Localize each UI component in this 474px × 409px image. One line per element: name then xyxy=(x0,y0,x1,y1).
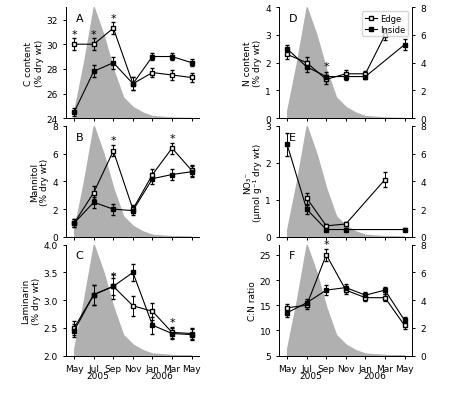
Y-axis label: N content
(% dry wt): N content (% dry wt) xyxy=(243,40,263,87)
Text: *: * xyxy=(323,62,329,72)
Legend: Edge, Inside: Edge, Inside xyxy=(362,12,408,37)
Text: *: * xyxy=(110,13,116,24)
Text: *: * xyxy=(169,317,175,327)
Text: 2005: 2005 xyxy=(299,371,322,380)
Text: F: F xyxy=(289,251,295,261)
Text: B: B xyxy=(76,132,83,142)
Text: *: * xyxy=(323,240,329,249)
Text: 2006: 2006 xyxy=(151,371,173,380)
Y-axis label: Mannitol
(% dry wt): Mannitol (% dry wt) xyxy=(30,158,49,206)
Text: *: * xyxy=(110,136,116,146)
Text: *: * xyxy=(169,133,175,143)
Text: 2006: 2006 xyxy=(364,371,387,380)
Text: C: C xyxy=(76,251,83,261)
Text: A: A xyxy=(76,14,83,24)
Text: E: E xyxy=(289,132,296,142)
Text: 2005: 2005 xyxy=(86,371,109,380)
Y-axis label: C content
(% dry wt): C content (% dry wt) xyxy=(24,40,44,87)
Y-axis label: C:N ratio: C:N ratio xyxy=(248,281,257,320)
Y-axis label: Laminarin
(% dry wt): Laminarin (% dry wt) xyxy=(21,277,41,324)
Text: *: * xyxy=(91,29,97,40)
Text: D: D xyxy=(289,14,297,24)
Y-axis label: NO₃⁻
(μmol g⁻¹ dry wt): NO₃⁻ (μmol g⁻¹ dry wt) xyxy=(243,143,263,221)
Text: *: * xyxy=(72,29,77,40)
Text: *: * xyxy=(110,271,116,281)
